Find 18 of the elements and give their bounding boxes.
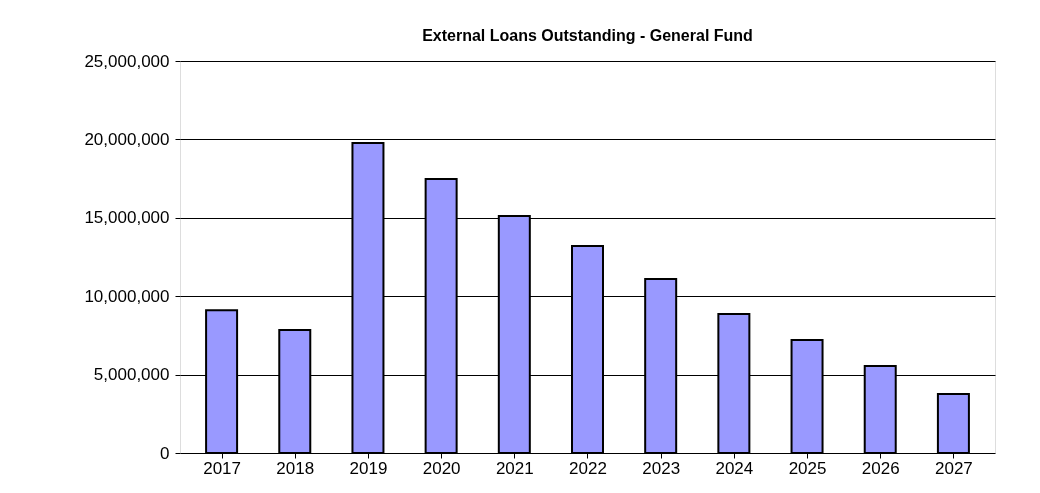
y-tick-label: 25,000,000: [84, 51, 170, 71]
x-tick-label: 2023: [642, 458, 681, 478]
x-tick-label: 2026: [861, 458, 900, 478]
y-tick-label: 5,000,000: [93, 365, 170, 385]
y-tick-label: 0: [160, 443, 170, 463]
x-tick-label: 2024: [715, 458, 754, 478]
y-tick-label: 20,000,000: [84, 129, 170, 149]
x-tick-label: 2021: [495, 458, 534, 478]
x-tick-label: 2025: [788, 458, 827, 478]
y-tick-label: 10,000,000: [84, 286, 170, 306]
x-tick-label: 2019: [349, 458, 388, 478]
x-tick-label: 2017: [203, 458, 241, 478]
x-tick-label: 2018: [276, 458, 315, 478]
x-tick-label: 2027: [935, 458, 973, 478]
x-tick-label: 2020: [422, 458, 461, 478]
y-tick-label: 15,000,000: [84, 208, 170, 228]
x-tick-label: 2022: [569, 458, 607, 478]
chart-title: External Loans Outstanding - General Fund: [422, 27, 753, 44]
